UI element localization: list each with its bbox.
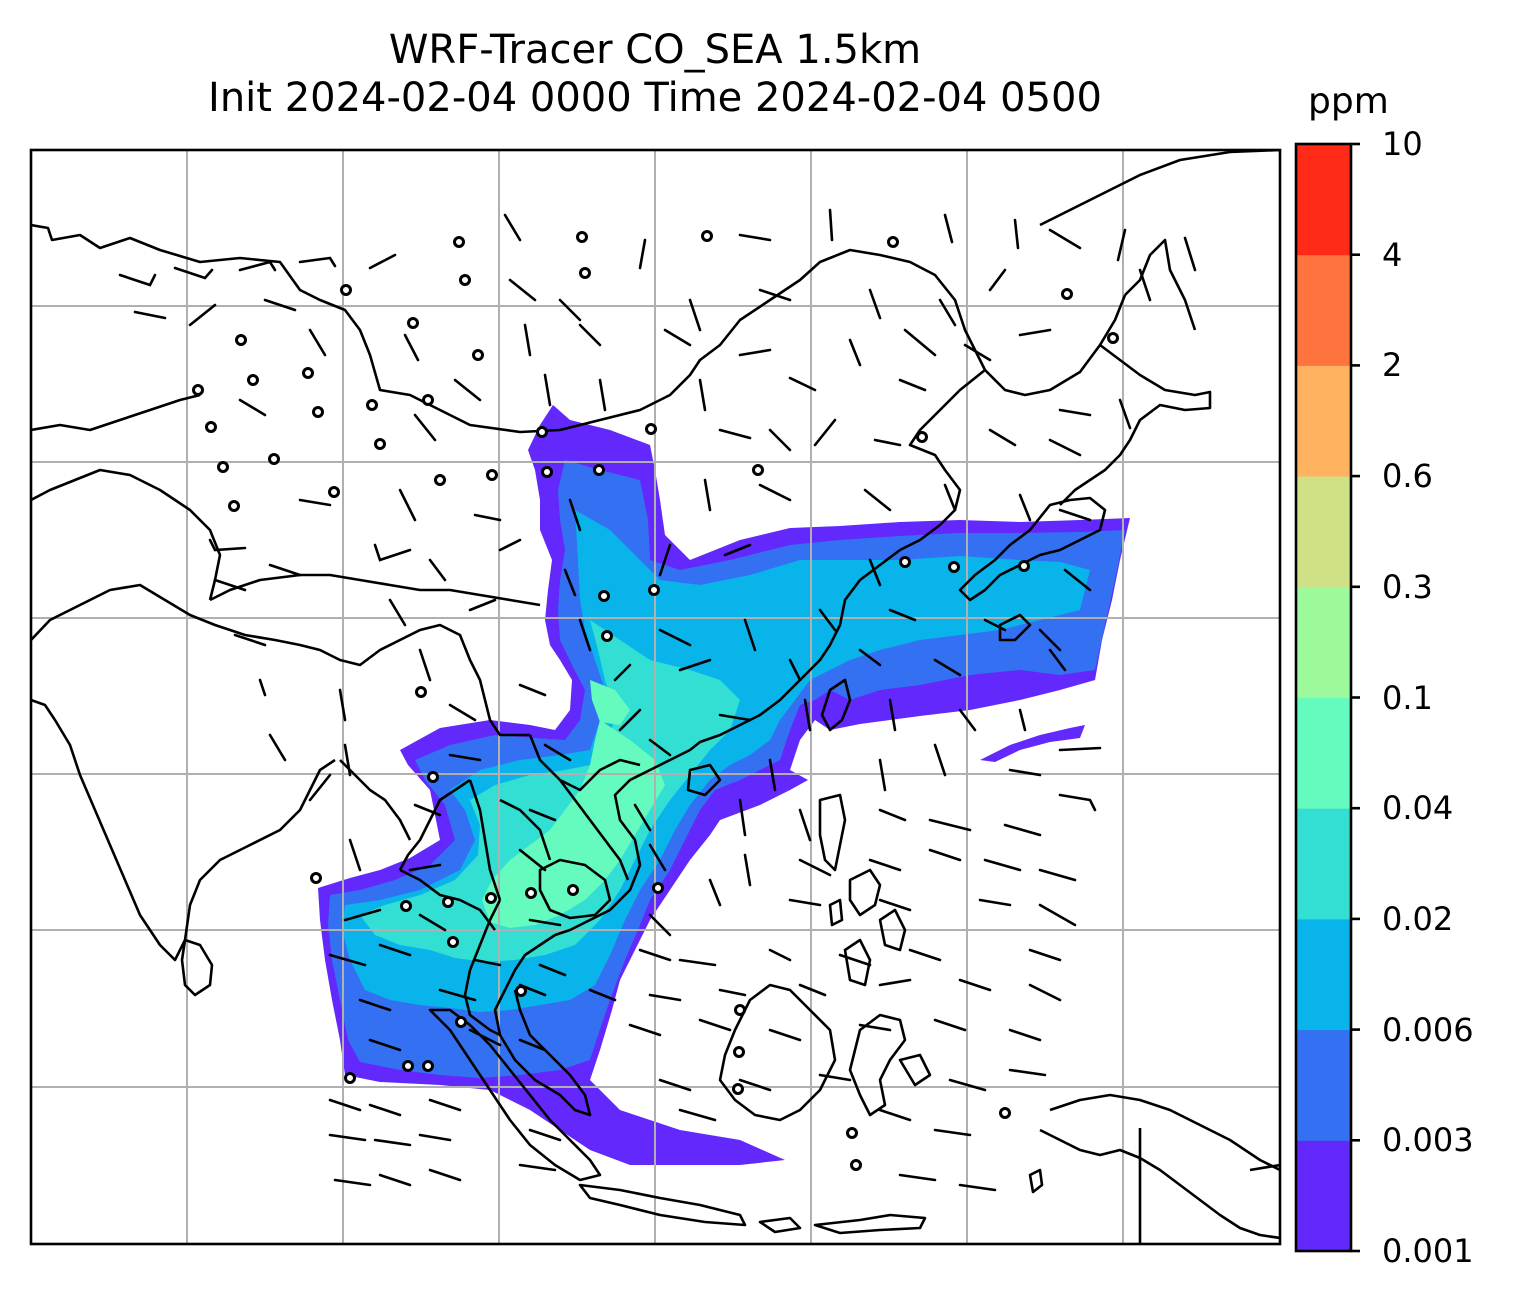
colorbar-tick-label: 0.6 xyxy=(1382,457,1433,496)
plume-level-5-b xyxy=(590,680,630,725)
colorbar-segment xyxy=(1296,254,1351,366)
plume-east-streak xyxy=(980,725,1085,762)
title-line-2: Init 2024-02-04 0000 Time 2024-02-04 050… xyxy=(208,75,1102,121)
map-gridlines xyxy=(31,150,1280,1244)
calm-wind-markers xyxy=(192,230,1119,1171)
colorbar-units: ppm xyxy=(1308,81,1389,122)
plume-level-5 xyxy=(482,720,665,928)
coastlines-and-borders xyxy=(31,150,1280,1244)
colorbar-segment xyxy=(1296,144,1351,256)
colorbar-tick-label: 0.1 xyxy=(1382,678,1433,717)
tracer-concentration-field xyxy=(318,405,1130,1165)
colorbar-segment xyxy=(1296,1029,1351,1141)
title-line-1: WRF-Tracer CO_SEA 1.5km xyxy=(388,27,922,73)
colorbar-tick-label: 0.04 xyxy=(1382,789,1454,828)
colorbar-segment xyxy=(1296,476,1351,588)
colorbar-segment xyxy=(1296,365,1351,477)
plume-level-4 xyxy=(360,620,740,962)
colorbar-tick-label: 10 xyxy=(1382,125,1423,163)
colorbar-tick-label: 0.3 xyxy=(1382,567,1433,606)
colorbar-segment xyxy=(1296,697,1351,809)
map-title: WRF-Tracer CO_SEA 1.5km Init 2024-02-04 … xyxy=(30,26,1280,122)
colorbar-segment xyxy=(1296,808,1351,920)
colorbar xyxy=(1294,142,1360,1253)
colorbar-tick-label: 4 xyxy=(1382,235,1403,274)
colorbar-segment xyxy=(1296,918,1351,1031)
colorbar-tick-label: 2 xyxy=(1382,346,1403,385)
colorbar-segment xyxy=(1296,1140,1351,1252)
colorbar-segment xyxy=(1296,586,1351,698)
colorbar-tick-label: 0.02 xyxy=(1382,899,1454,938)
colorbar-tick-label: 0.001 xyxy=(1382,1232,1474,1270)
colorbar-tick-label: 0.006 xyxy=(1382,1010,1474,1049)
colorbar-tick-label: 0.003 xyxy=(1382,1121,1474,1160)
map-frame xyxy=(29,148,1282,1246)
wind-barbs xyxy=(118,208,1197,1192)
